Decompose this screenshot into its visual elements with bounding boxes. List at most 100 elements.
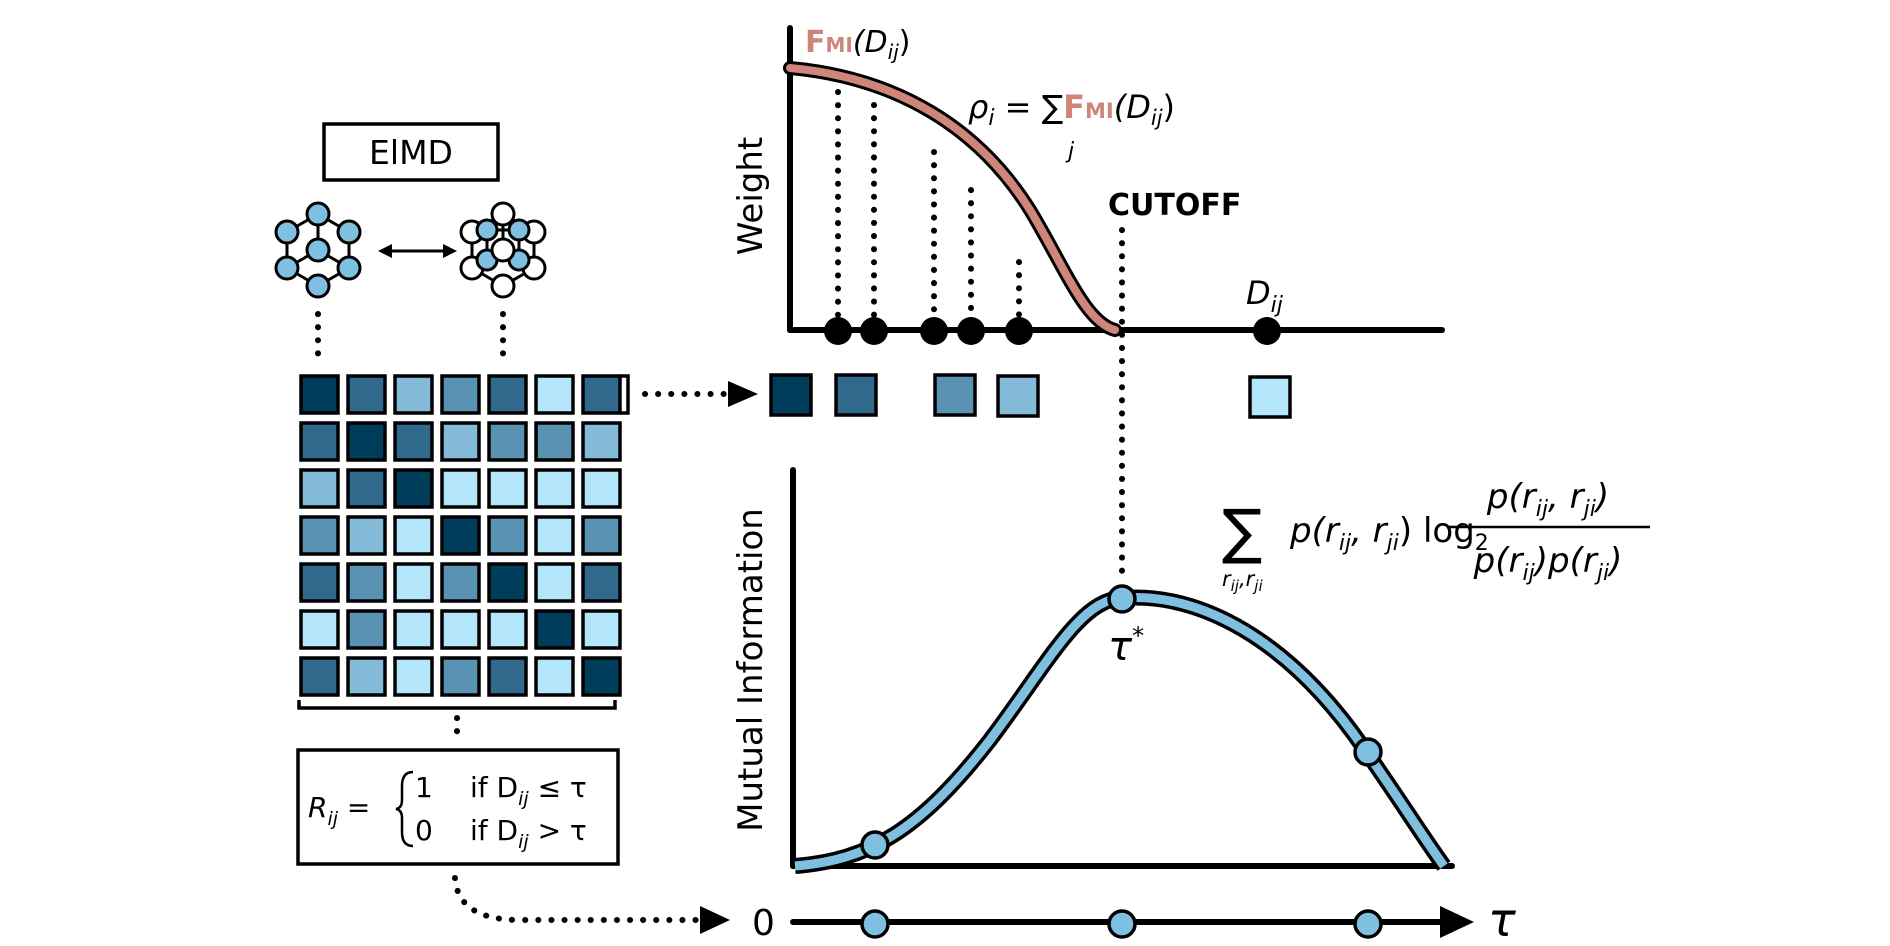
matrix-cell xyxy=(440,468,481,509)
threshold-rule-box: Rij = 1 if Dij ≤ τ 0 if Dij > τ xyxy=(296,748,620,866)
extracted-cell-1 xyxy=(769,373,813,417)
tau-axis-label: τ xyxy=(1488,893,1516,946)
matrix-cell xyxy=(346,421,387,462)
matrix-cell xyxy=(487,562,528,603)
mi-ylabel: Mutual Information xyxy=(731,508,771,832)
cutoff-label: CUTOFF xyxy=(1108,188,1241,223)
matrix-cell xyxy=(299,468,340,509)
tau-tick-2 xyxy=(1107,909,1137,939)
matrix-cell xyxy=(346,468,387,509)
matrix-cell xyxy=(581,656,622,697)
mi-plot: Mutual Information τ* ∑ rij,rji p(rij, r… xyxy=(731,467,1650,874)
matrix-cell xyxy=(440,421,481,462)
extracted-cell-3 xyxy=(933,373,977,417)
matrix-cell xyxy=(299,515,340,556)
extracted-cell-5 xyxy=(1248,375,1292,419)
fmi-curve xyxy=(786,64,1119,334)
mi-formula-sum: ∑ xyxy=(1222,497,1262,567)
rule-box-frame xyxy=(296,748,620,866)
matrix-cell xyxy=(346,609,387,650)
elmd-label: ElMD xyxy=(369,133,453,172)
tau-tick-3 xyxy=(1353,909,1383,939)
weight-plot: Weight FMI(Dij) ρi = ∑FMI(Dij) j Dij CUT… xyxy=(731,25,1445,345)
crystal-structure-right xyxy=(459,201,547,299)
matrix-cell xyxy=(440,656,481,697)
matrix-cell xyxy=(299,562,340,603)
distance-point-1 xyxy=(824,317,852,345)
matrix-cell xyxy=(534,609,575,650)
crystal-structure-left xyxy=(274,201,362,299)
matrix-cell xyxy=(487,515,528,556)
matrix-cell xyxy=(534,374,575,415)
rho-equation: ρi = ∑FMI(Dij) xyxy=(968,88,1175,131)
rho-sum-index: j xyxy=(1065,139,1075,164)
distance-point-3 xyxy=(920,317,948,345)
mi-formula-joint: p(rij, rji) log2 xyxy=(1289,511,1489,556)
matrix-cell xyxy=(534,656,575,697)
matrix-cell xyxy=(393,562,434,603)
distance-point-5 xyxy=(1005,317,1033,345)
extracted-cell-4 xyxy=(996,374,1040,418)
fmi-curve-label: FMI(Dij) xyxy=(805,25,911,64)
weight-ylabel: Weight xyxy=(731,137,771,255)
matrix-cell xyxy=(393,656,434,697)
matrix-cell xyxy=(581,468,622,509)
dij-point-label: Dij xyxy=(1246,274,1284,318)
matrix-cell xyxy=(534,421,575,462)
tau-tick-1 xyxy=(860,909,890,939)
matrix-cell xyxy=(487,374,528,415)
matrix-cell xyxy=(299,656,340,697)
distance-point-far xyxy=(1253,317,1281,345)
matrix-cell xyxy=(534,562,575,603)
tau-star-label: τ* xyxy=(1108,622,1144,670)
matrix-cell xyxy=(440,374,481,415)
matrix-cell xyxy=(393,468,434,509)
mi-formula-sum-sub: rij,rji xyxy=(1222,567,1263,595)
distance-point-4 xyxy=(957,317,985,345)
matrix-cell xyxy=(393,421,434,462)
distance-matrix xyxy=(299,374,622,697)
matrix-cell xyxy=(393,515,434,556)
mi-point-3 xyxy=(1353,737,1383,767)
matrix-cell xyxy=(581,374,622,415)
matrix-cell xyxy=(346,656,387,697)
matrix-cell xyxy=(581,609,622,650)
tau-axis-arrowhead xyxy=(1440,906,1474,938)
matrix-cell xyxy=(487,421,528,462)
matrix-cell xyxy=(346,374,387,415)
row-extract-arrowhead xyxy=(728,381,758,407)
matrix-cell xyxy=(440,609,481,650)
mi-formula-numerator: p(rij, rji) xyxy=(1486,477,1609,522)
matrix-cell xyxy=(487,656,528,697)
matrix-cell xyxy=(299,421,340,462)
matrix-bottom-bracket xyxy=(297,700,617,710)
rule-lhs: Rij = xyxy=(308,791,370,830)
matrix-cell xyxy=(440,515,481,556)
tau-axis: 0 τ xyxy=(752,893,1516,946)
matrix-cell xyxy=(440,562,481,603)
matrix-cell xyxy=(487,468,528,509)
tau-axis-zero: 0 xyxy=(752,903,775,944)
double-arrow-icon xyxy=(378,244,457,258)
extracted-cell-2 xyxy=(834,373,878,417)
mi-point-1 xyxy=(860,830,890,860)
matrix-cell xyxy=(393,374,434,415)
matrix-cell xyxy=(534,468,575,509)
matrix-cell xyxy=(534,515,575,556)
row-bracket xyxy=(620,374,630,415)
mi-point-peak xyxy=(1107,584,1137,614)
mi-formula-denominator: p(rij)p(rji) xyxy=(1473,541,1623,586)
matrix-cell xyxy=(346,515,387,556)
elmd-box: ElMD xyxy=(322,122,500,182)
rule-brace xyxy=(395,770,414,848)
matrix-cell xyxy=(346,562,387,603)
matrix-cell xyxy=(299,609,340,650)
matrix-cell xyxy=(581,421,622,462)
matrix-cell xyxy=(581,515,622,556)
matrix-cell xyxy=(299,374,340,415)
elmd-box-frame xyxy=(322,122,500,182)
matrix-cell xyxy=(393,609,434,650)
matrix-cell xyxy=(581,562,622,603)
matrix-cell xyxy=(487,609,528,650)
